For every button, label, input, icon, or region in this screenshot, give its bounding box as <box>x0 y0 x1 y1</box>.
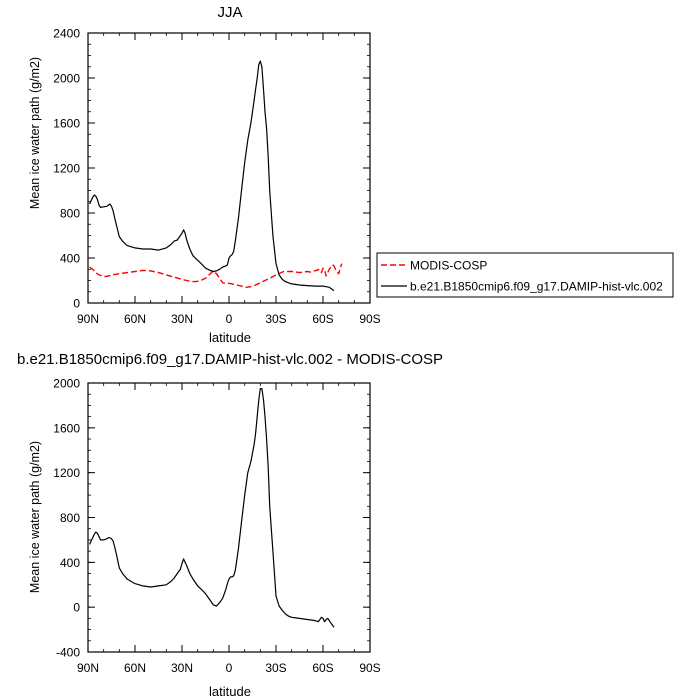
legend-label-modis: MODIS-COSP <box>410 259 487 273</box>
top-y-tick-label: 1600 <box>53 117 80 131</box>
bottom-y-axis-label: Mean ice water path (g/m2) <box>28 441 42 593</box>
top-y-tick-label: 0 <box>73 297 80 311</box>
top-y-tick-label: 1200 <box>53 162 80 176</box>
top-y-tick-label: 400 <box>60 252 80 266</box>
top-y-tick-label: 2000 <box>53 72 80 86</box>
top-y-tick-label: 2400 <box>53 27 80 41</box>
top-x-tick-labels: 90N 60N 30N 0 30S 60S 90S <box>77 312 381 326</box>
legend-box <box>376 252 674 298</box>
bottom-y-tick-label: 400 <box>60 556 80 570</box>
bottom-plot-frame <box>87 382 371 653</box>
top-x-tick-label: 0 <box>226 312 233 326</box>
top-y-tick-label: 800 <box>60 207 80 221</box>
legend-label-model: b.e21.B1850cmip6.f09_g17.DAMIP-hist-vlc.… <box>410 280 663 294</box>
bottom-x-tick-label: 30S <box>265 661 286 675</box>
top-series-line-1 <box>89 60 335 292</box>
top-x-tick-label: 90S <box>359 312 380 326</box>
bottom-panel: b.e21.B1850cmip6.f09_g17.DAMIP-hist-vlc.… <box>17 351 443 699</box>
top-x-axis-label: latitude <box>209 330 251 345</box>
bottom-series-line-0 <box>89 388 335 628</box>
top-panel: JJA 0 400 800 1200 1600 2000 2400 90N 60N 30N 0 30… <box>28 4 381 345</box>
top-plot-area <box>87 32 371 304</box>
top-series-line-0 <box>89 263 343 288</box>
bottom-y-tick-label: 1600 <box>53 421 80 435</box>
top-plot-frame <box>87 32 371 304</box>
bottom-x-tick-label: 60S <box>312 661 333 675</box>
top-x-tick-label: 30S <box>265 312 286 326</box>
bottom-y-tick-label: -400 <box>56 646 80 660</box>
bottom-x-tick-labels: 90N 60N 30N 0 30S 60S 90S <box>77 661 381 675</box>
top-x-tick-label: 60N <box>124 312 146 326</box>
bottom-y-tick-label: 2000 <box>53 377 80 391</box>
top-x-tick-label: 30N <box>171 312 193 326</box>
top-x-tick-label: 90N <box>77 312 99 326</box>
top-y-tick-labels: 0 400 800 1200 1600 2000 2400 <box>53 27 80 311</box>
top-panel-title: JJA <box>217 4 242 21</box>
bottom-panel-title: b.e21.B1850cmip6.f09_g17.DAMIP-hist-vlc.… <box>17 351 443 368</box>
bottom-x-tick-label: 90S <box>359 661 380 675</box>
bottom-plot-area <box>87 382 371 653</box>
bottom-x-tick-label: 60N <box>124 661 146 675</box>
bottom-x-axis-label: latitude <box>209 684 251 699</box>
bottom-x-tick-label: 30N <box>171 661 193 675</box>
bottom-x-tick-label: 0 <box>226 661 233 675</box>
bottom-y-tick-label: 0 <box>73 601 80 615</box>
top-y-axis-label: Mean ice water path (g/m2) <box>28 57 42 209</box>
bottom-x-tick-label: 90N <box>77 661 99 675</box>
top-x-tick-label: 60S <box>312 312 333 326</box>
bottom-y-tick-label: 1200 <box>53 466 80 480</box>
bottom-y-tick-labels: -400 0 400 800 1200 1600 2000 <box>53 377 80 660</box>
bottom-y-tick-label: 800 <box>60 511 80 525</box>
legend: MODIS-COSP b.e21.B1850cmip6.f09_g17.DAMI… <box>376 252 674 298</box>
